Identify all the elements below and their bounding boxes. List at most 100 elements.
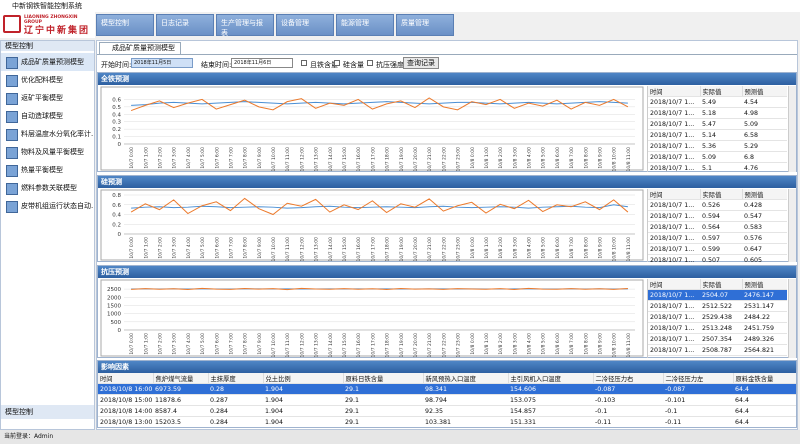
table-row[interactable]: 2018/10/7 1... 5.49 4.54 <box>648 96 787 108</box>
column-header: 兑土比例 <box>263 373 344 384</box>
end-label: 结束时间: <box>201 61 232 69</box>
sidebar-item[interactable]: 燃料参数关联模型 <box>1 179 94 197</box>
x-tick-label: 10/7 20:00 <box>413 237 419 262</box>
x-tick-label: 10/7 21:00 <box>427 237 433 262</box>
menu-item[interactable]: 质量管理 <box>396 14 454 36</box>
sidebar-item[interactable]: 返矿平衡模型 <box>1 89 94 107</box>
table-row[interactable]: 2018/10/7 1... 5.47 5.09 <box>648 118 787 130</box>
table-row[interactable]: 2018/10/7 1... 0.594 0.547 <box>648 210 787 222</box>
table-cell: 2018/10/7 1... <box>648 232 700 244</box>
table-row[interactable]: 2018/10/8 12:0018342.6990.2841.90429.115… <box>98 428 797 429</box>
panel-title: 抗压预测 <box>98 266 796 278</box>
table-cell: 103.381 <box>423 416 508 427</box>
x-tick-label: 10/7 1:00 <box>143 147 149 169</box>
table-row[interactable]: 2018/10/7 1... 5.36 5.29 <box>648 140 787 152</box>
table-row[interactable]: 2018/10/8 16:00 6973.59 0.28 1.904 29.1 98.34… <box>98 383 796 395</box>
y-tick-label: 0.6 <box>112 203 121 209</box>
column-header: 焦炉煤气流量 <box>153 373 209 384</box>
sidebar-item[interactable]: 优化配料模型 <box>1 71 94 89</box>
table-row[interactable]: 2018/10/8 13:00 15203.5 0.284 1.904 29.1 103.… <box>98 416 796 427</box>
table-row[interactable]: 2018/10/7 1... 5.14 6.58 <box>648 129 787 141</box>
x-tick-label: 10/7 10:00 <box>271 333 277 358</box>
menu-item[interactable]: 日志记录 <box>156 14 214 36</box>
menu-item[interactable]: 能源管理 <box>336 14 394 36</box>
chart-panel: 抗压预测 0 500 1000 1500 2000 2500 10/7 0:00 10/7 1:… <box>97 265 797 358</box>
table-cell: 6.8 <box>742 151 787 163</box>
table-row[interactable]: 2018/10/7 1... 5.09 6.8 <box>648 151 787 163</box>
checkbox-label: 且铁含量 <box>310 61 338 69</box>
query-button[interactable]: 查询记录 <box>403 57 439 69</box>
menu-item[interactable]: 模型控制 <box>96 14 154 36</box>
sidebar-item[interactable]: 皮带机组运行状态自动... <box>1 197 94 215</box>
y-tick-label: 0.4 <box>112 112 121 118</box>
table-row[interactable]: 2018/10/7 1... 0.597 0.576 <box>648 232 787 244</box>
table-cell: 2018/10/7 1... <box>648 344 700 356</box>
table-cell: -0.1 <box>663 405 733 417</box>
column-header: 原料金铁含量 <box>733 373 796 384</box>
x-tick-label: 10/7 11:00 <box>285 237 291 262</box>
table-row[interactable]: 2018/10/7 1... 5.1 4.76 <box>648 162 787 172</box>
x-tick-label: 10/7 21:00 <box>427 147 433 172</box>
table-row[interactable]: 2018/10/7 1... 0.564 0.583 <box>648 221 787 233</box>
scrollbar <box>788 279 796 358</box>
filter-row: 开始时间: 2018年11月5日 结束时间: 2018年11月6日 且铁含量 硅含量 抗压强… <box>101 57 791 70</box>
table-cell: 2529.438 <box>700 311 742 323</box>
checkbox[interactable] <box>301 60 307 66</box>
x-tick-label: 10/7 17:00 <box>370 237 376 262</box>
table-cell: 5.1 <box>700 162 742 172</box>
table-row[interactable]: 2018/10/7 1... 2529.438 2484.22 <box>648 311 787 323</box>
sidebar-item[interactable]: 自动造球模型 <box>1 107 94 125</box>
table-row[interactable]: 2018/10/7 1... 0.507 0.605 <box>648 254 787 262</box>
checkbox[interactable] <box>367 60 373 66</box>
tab[interactable]: 成品矿质量预测模型 <box>99 42 181 54</box>
table-cell: 2018/10/7 1... <box>648 300 700 312</box>
table-row[interactable]: 2018/10/7 1... 2504.07 2476.147 <box>648 289 787 301</box>
x-tick-label: 10/7 23:00 <box>456 147 462 172</box>
table-row[interactable]: 2018/10/7 1... 2508.787 2564.821 <box>648 344 787 356</box>
x-tick-label: 10/7 19:00 <box>399 147 405 172</box>
table-cell: 18342.699 <box>153 428 208 429</box>
start-input[interactable]: 2018年11月5日 <box>131 58 193 68</box>
end-input[interactable]: 2018年11月6日 <box>231 58 293 68</box>
table-cell: 5.09 <box>700 151 742 163</box>
sidebar-item[interactable]: 成品矿质量预测模型 <box>1 53 94 71</box>
plot-frame <box>100 86 644 171</box>
header-row: 时间 焦炉煤气流量 主抹厚度 兑土比例 原料日铁含量 新风预热入口温度 主引风机入口温度 二冷… <box>98 373 796 384</box>
sidebar-item[interactable]: 料层温度水分氧化率计... <box>1 125 94 143</box>
x-tick-label: 10/7 10:00 <box>271 147 277 172</box>
table-cell: 29.1 <box>343 394 423 406</box>
table-cell: 1.904 <box>263 383 343 395</box>
table-row[interactable]: 2018/10/7 1... 2513.248 2451.759 <box>648 322 787 334</box>
table-cell: 2507.354 <box>700 333 742 345</box>
table-row[interactable]: 2018/10/7 1... 0.599 0.647 <box>648 243 787 255</box>
sidebar-item[interactable]: 物料及风量平衡模型 <box>1 143 94 161</box>
x-tick-label: 10/7 16:00 <box>356 147 362 172</box>
table-cell: 64.4 <box>733 416 796 427</box>
column-header: 主引风机入口温度 <box>508 373 594 384</box>
sidebar-footer[interactable]: 模型控制 <box>1 405 94 419</box>
table-cell: 64.4 <box>733 383 796 395</box>
x-tick-label: 10/8 2:00 <box>498 333 504 355</box>
x-tick-label: 10/7 3:00 <box>172 147 178 169</box>
table-row[interactable]: 2018/10/7 1... 2507.354 2489.326 <box>648 333 787 345</box>
table-cell: 92.35 <box>423 405 508 417</box>
table-row[interactable]: 2018/10/7 1... 2512.522 2531.147 <box>648 300 787 312</box>
table-row[interactable]: 2018/10/8 14:00 8587.4 0.284 1.904 29.1 92.35… <box>98 405 796 417</box>
table-cell: 4.76 <box>742 162 787 172</box>
x-tick-label: 10/8 6:00 <box>555 237 561 259</box>
table-row[interactable]: 2018/10/7 1... 0.526 0.428 <box>648 199 787 211</box>
menu-item[interactable]: 设备管理 <box>276 14 334 36</box>
table-cell: 5.29 <box>742 140 787 152</box>
table-cell: -0.11 <box>663 416 733 427</box>
sidebar-item[interactable]: 热量平衡模型 <box>1 161 94 179</box>
menu-item[interactable]: 生产管理与报表 <box>216 14 274 37</box>
item-label: 料层温度水分氧化率计... <box>21 130 94 138</box>
checkbox[interactable] <box>334 60 340 66</box>
x-tick-label: 10/7 4:00 <box>186 237 192 259</box>
table-row[interactable]: 2018/10/8 15:00 11878.6 0.287 1.904 29.1 98.7… <box>98 394 796 406</box>
line-series <box>131 287 628 291</box>
table-row[interactable]: 2018/10/7 1...2530.4252529.585 <box>648 355 787 358</box>
x-tick-label: 10/7 6:00 <box>214 237 220 259</box>
table-row[interactable]: 2018/10/7 1... 5.18 4.98 <box>648 107 787 119</box>
table-cell: 15203.5 <box>153 416 208 427</box>
